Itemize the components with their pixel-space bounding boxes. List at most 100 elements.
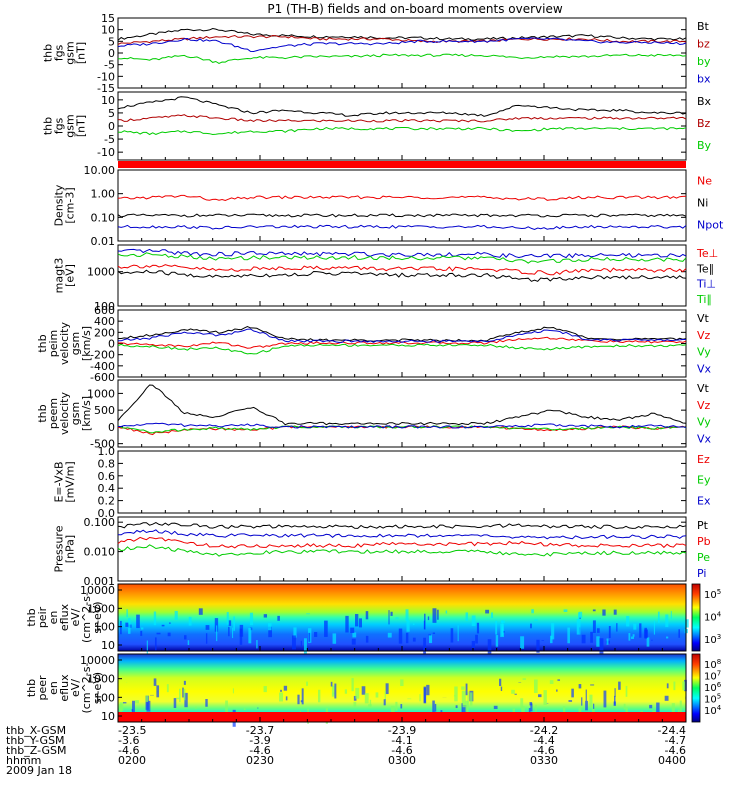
x-tick-label: 0330 xyxy=(530,754,558,767)
legend-label: bz xyxy=(697,38,710,51)
y-tick-label: 0.001 xyxy=(84,575,116,588)
spectrogram-cell xyxy=(581,697,583,706)
legend-label: Ti∥ xyxy=(696,293,712,306)
spectrogram-cell xyxy=(677,709,680,714)
spectrogram-cell xyxy=(153,678,157,686)
spectrogram-cell xyxy=(606,638,609,645)
y-axis-label: Density xyxy=(53,184,66,226)
legend-label: Npot xyxy=(697,219,724,232)
spectrogram-cell xyxy=(228,620,232,626)
spectrogram-cell xyxy=(614,688,616,698)
spectrogram-cell xyxy=(602,609,606,616)
panel-temperature: 1000 100 Te⊥ Te∥ Ti⊥ Ti∥ magt3[eV] xyxy=(53,244,718,313)
y-axis-label: eV/ xyxy=(69,608,82,626)
y-tick-label: 1000 xyxy=(87,387,115,400)
y-tick-label: 0.8 xyxy=(98,457,116,470)
y-axis-label: [cm-3] xyxy=(64,187,77,223)
y-axis-label: velocity xyxy=(58,392,71,435)
spectrogram-cell xyxy=(125,622,129,627)
spectrogram-cell xyxy=(249,612,254,626)
spectrogram-cell xyxy=(183,680,186,685)
x-tick-label: 0200 xyxy=(118,754,146,767)
spectrogram-cell xyxy=(589,694,593,708)
spectrogram-cell xyxy=(268,626,272,638)
legend-label: Pt xyxy=(697,519,709,532)
spectrogram-cell xyxy=(536,639,540,653)
spectrogram-cell xyxy=(413,623,415,626)
colorbar-tick-label: 103 xyxy=(704,633,721,646)
spectrogram-cell xyxy=(390,611,393,616)
spectrogram-cell xyxy=(146,640,148,656)
y-axis-label: en xyxy=(47,681,60,695)
spectrogram-cell xyxy=(670,610,672,619)
spectrogram-cell xyxy=(538,694,542,698)
spectrogram-cell xyxy=(423,620,425,630)
spectrogram-cell xyxy=(549,680,554,684)
spectrogram-cell xyxy=(187,640,190,645)
spectrogram-cell xyxy=(128,618,131,634)
spectrogram-cell xyxy=(487,639,492,656)
spectrogram-cell xyxy=(324,620,328,637)
spectrogram-cell xyxy=(423,637,426,655)
y-axis-label: en xyxy=(47,611,60,625)
spectrogram-cell xyxy=(613,701,616,706)
series-line-2 xyxy=(117,269,687,282)
spectrogram-cell xyxy=(673,681,676,691)
spectrogram-cell xyxy=(585,700,588,711)
spectrogram-cell xyxy=(135,700,139,704)
spectrogram-cell xyxy=(445,610,448,614)
spectrogram-cell xyxy=(616,623,618,632)
y-tick-label: -15 xyxy=(97,82,115,95)
spectrogram-cell xyxy=(145,695,149,703)
y-axis-label: thb xyxy=(25,608,38,626)
y-axis-label: (cm^2-s- xyxy=(80,663,93,714)
spectrogram-cell xyxy=(145,695,149,710)
y-axis-label: gsm xyxy=(64,41,77,64)
series-line-3 xyxy=(117,224,687,231)
y-axis-label: thb xyxy=(42,117,55,135)
spectrogram-cell xyxy=(419,694,421,702)
panel-peem_velocity: 1000 500 0 -500 Vt Vz Vy Vx thbpeemvelocitygsm[k… xyxy=(36,379,712,451)
spectrogram-cell xyxy=(465,612,469,621)
spectrogram-cell xyxy=(279,692,283,702)
spectrogram-cell xyxy=(184,692,188,708)
series-line-2 xyxy=(117,114,687,123)
spectrogram-cell xyxy=(429,634,433,644)
spectrogram-cell xyxy=(141,627,144,630)
spectrogram-cell xyxy=(205,699,208,707)
legend-label: Te∥ xyxy=(696,262,714,275)
series-line-4 xyxy=(118,328,686,343)
spectrogram-cell xyxy=(375,692,379,698)
spectrogram-cell xyxy=(123,702,127,704)
spectrogram-cell xyxy=(633,623,637,630)
x-axis-row-label: 2009 Jan 18 xyxy=(6,764,72,777)
spectrogram-cell xyxy=(665,614,669,628)
y-axis-label: [nT] xyxy=(75,115,88,137)
spectrogram-cell xyxy=(520,698,524,708)
y-tick-label: 400 xyxy=(94,315,115,328)
spectrogram-cell xyxy=(455,705,458,709)
legend-label: Te⊥ xyxy=(696,247,718,260)
spectrogram-cell xyxy=(571,688,574,698)
spectrogram-cell xyxy=(534,619,538,621)
spectrogram-cell xyxy=(300,640,302,647)
spectrogram-cell xyxy=(398,628,403,644)
spectrogram-cell xyxy=(228,626,230,637)
spectrogram-cell xyxy=(369,699,372,708)
y-tick-label: 0 xyxy=(108,421,115,434)
spectrogram-cell xyxy=(277,615,280,621)
y-tick-label: 1.0 xyxy=(98,445,116,458)
panel-pressure: 0.100 0.010 0.001 Pt Pb Pe Pi Pressure[nPa] xyxy=(53,516,711,588)
spectrogram-cell xyxy=(585,689,587,701)
spectrogram-cell xyxy=(395,617,399,619)
series-line-1 xyxy=(117,194,687,202)
spectrogram-cell xyxy=(136,614,140,629)
spectrogram-cell xyxy=(684,679,687,692)
spectrogram-cell xyxy=(530,623,532,629)
spectrogram-cell xyxy=(626,616,630,627)
panel-density: 10.00 1.00 0.10 0.01 Ne Ni Npot Density[cm-3] xyxy=(53,164,724,248)
y-axis-label: gsm xyxy=(69,332,82,355)
y-tick-label: 100 xyxy=(94,300,115,313)
spectrogram-cell xyxy=(556,689,558,692)
series-line-2 xyxy=(117,213,687,218)
